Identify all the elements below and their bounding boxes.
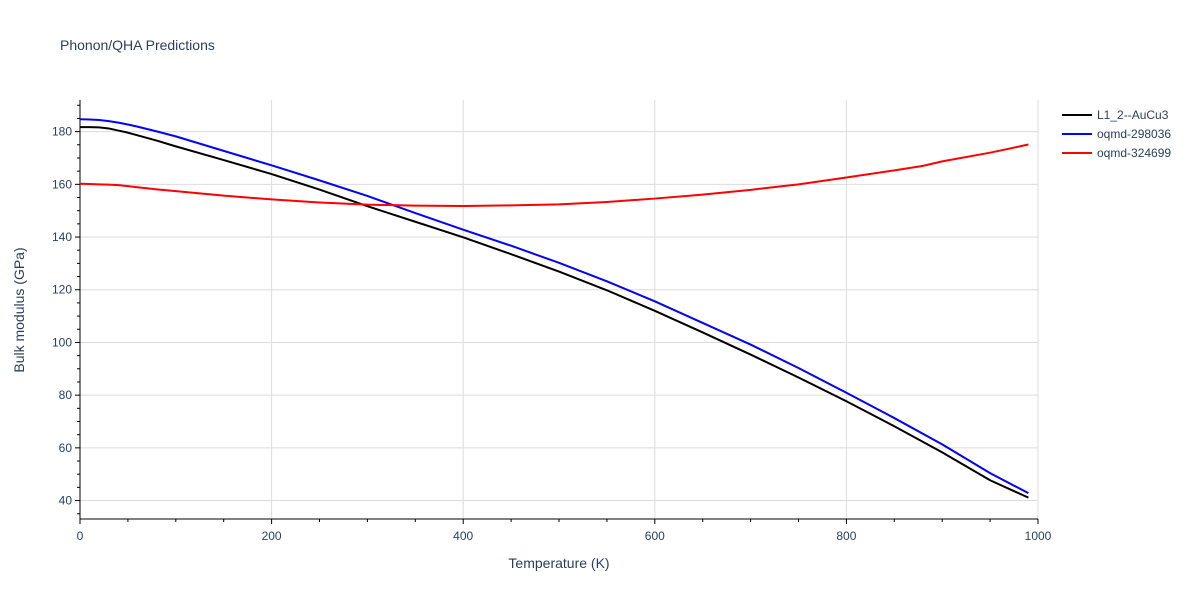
legend-item-oqmd-324699[interactable]: oqmd-324699 — [1062, 146, 1171, 160]
series-line-oqmd-298036 — [79, 118, 1029, 495]
series-line-oqmd-324699 — [79, 143, 1029, 207]
axes: 0 200 400 600 800 1000 40 60 80 100 120 140 160 180 — [52, 100, 1052, 543]
grid — [80, 100, 1039, 519]
series-layer — [79, 118, 1029, 499]
x-tick-label: 800 — [836, 529, 856, 543]
chart-title: Phonon/QHA Predictions — [60, 37, 215, 53]
legend-label: oqmd-324699 — [1097, 146, 1171, 160]
y-tick-label: 120 — [52, 283, 72, 297]
x-axis-title: Temperature (K) — [508, 555, 609, 571]
legend[interactable]: L1_2--AuCu3 oqmd-298036 oqmd-324699 — [1062, 108, 1171, 160]
legend-label: L1_2--AuCu3 — [1097, 108, 1169, 122]
y-tick-label: 180 — [52, 125, 72, 139]
legend-item-L1_2--AuCu3[interactable]: L1_2--AuCu3 — [1062, 108, 1169, 122]
x-tick-label: 400 — [453, 529, 473, 543]
y-tick-label: 60 — [59, 441, 73, 455]
y-axis-title: Bulk modulus (GPa) — [11, 247, 27, 372]
y-tick-label: 160 — [52, 177, 72, 191]
y-tick-label: 80 — [59, 388, 73, 402]
legend-item-oqmd-298036[interactable]: oqmd-298036 — [1062, 127, 1171, 141]
series-line-L1_2--AuCu3 — [80, 126, 1029, 499]
x-tick-label: 0 — [77, 529, 84, 543]
y-tick-label: 100 — [52, 335, 72, 349]
x-tick-label: 1000 — [1025, 529, 1052, 543]
y-tick-label: 40 — [59, 494, 73, 508]
y-tick-label: 140 — [52, 230, 72, 244]
legend-label: oqmd-298036 — [1097, 127, 1171, 141]
x-tick-label: 600 — [645, 529, 665, 543]
x-tick-label: 200 — [262, 529, 282, 543]
